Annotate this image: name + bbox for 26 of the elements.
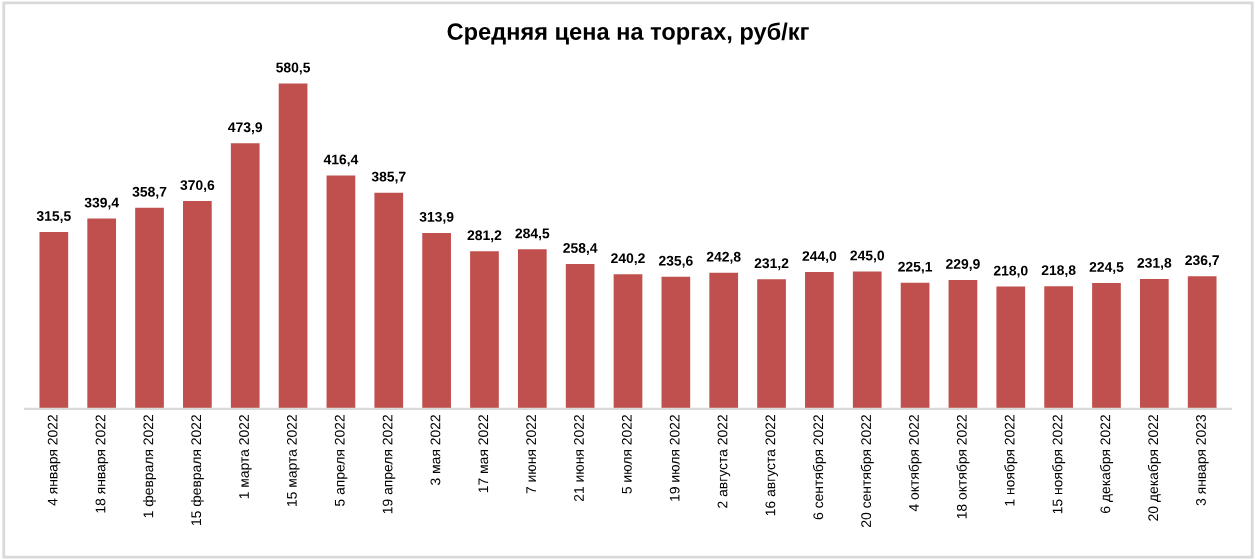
bar: [374, 192, 404, 409]
bar: [422, 232, 451, 409]
bar: [565, 263, 595, 409]
bar: [470, 251, 499, 409]
bar: [805, 272, 834, 409]
bar: [900, 282, 930, 409]
bar: [230, 143, 260, 409]
bar: [613, 274, 643, 409]
bar: [183, 201, 212, 409]
bar: [39, 231, 69, 409]
bar: [1139, 278, 1169, 409]
bar: [1187, 276, 1217, 409]
chart-title: Средняя цена на торгах, руб/кг: [447, 22, 809, 45]
bar: [709, 272, 739, 409]
bar: [87, 218, 117, 409]
bar: [852, 271, 882, 409]
bar: [326, 175, 356, 409]
bar: [278, 83, 308, 409]
bar: [757, 279, 786, 409]
bar: [1044, 286, 1073, 409]
bar: [948, 279, 978, 409]
bar: [517, 249, 547, 409]
bar: [135, 207, 164, 409]
bar: [1092, 282, 1121, 409]
bar: [996, 286, 1026, 409]
bar: [661, 276, 691, 409]
